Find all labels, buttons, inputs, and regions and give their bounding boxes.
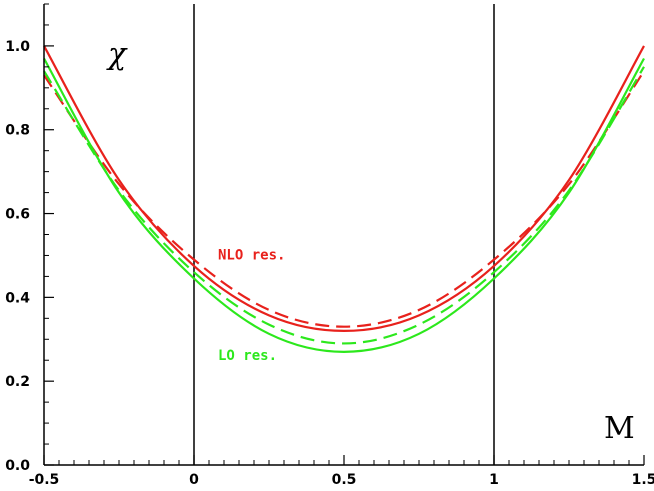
series-line-2 (43, 57, 645, 353)
x-tick-label: 0.5 (332, 472, 357, 488)
y-axis-label: χ (106, 37, 128, 72)
tick-labels-group: -0.5 0 0.5 1 1.5 0.0 0.2 0.4 0.6 0.8 1.0 (5, 39, 654, 488)
x-tick-label: 1 (489, 472, 499, 488)
x-axis-label: M (604, 411, 635, 446)
y-tick-label: 0.4 (5, 290, 30, 306)
series-line-0 (43, 45, 645, 332)
annotation-lo: LO res. (218, 348, 277, 364)
y-tick-label: 0.8 (5, 123, 30, 139)
y-tick-label: 1.0 (5, 39, 30, 55)
y-tick-label: 0.2 (5, 374, 30, 390)
axes-frame (43, 4, 644, 466)
y-tick-label: 0.0 (5, 458, 30, 474)
y-tick-label: 0.6 (5, 207, 30, 223)
series-line-3 (43, 66, 645, 345)
annotation-nlo: NLO res. (218, 248, 285, 264)
x-tick-label: 1.5 (632, 472, 654, 488)
vertical-reference-lines (193, 4, 495, 465)
series-group (43, 45, 645, 353)
x-tick-label: 0 (189, 472, 199, 488)
x-tick-label: -0.5 (29, 472, 60, 488)
ticks-group (43, 3, 645, 466)
series-line-1 (43, 70, 645, 328)
